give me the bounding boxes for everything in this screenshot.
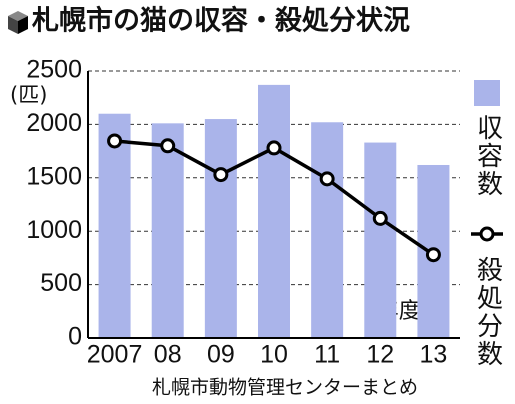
y-tick-label: 500 bbox=[40, 269, 82, 297]
bar bbox=[204, 119, 237, 338]
title-icon bbox=[8, 11, 28, 34]
x-tick-label: 12 bbox=[366, 341, 394, 369]
y-tick-label: 2000 bbox=[26, 109, 82, 137]
y-tick-label: 1500 bbox=[26, 162, 82, 190]
y-tick-label: 0 bbox=[68, 323, 82, 351]
bar bbox=[258, 84, 290, 338]
x-tick-label: 13 bbox=[420, 341, 448, 369]
chart-title: 札幌市の猫の収容・殺処分状況 bbox=[32, 5, 410, 37]
y-unit: (匹) bbox=[10, 83, 47, 107]
line-marker bbox=[107, 133, 123, 149]
legend-label: 収容数 bbox=[473, 114, 503, 198]
bar bbox=[311, 122, 344, 338]
legend-marker bbox=[479, 226, 495, 242]
line-marker bbox=[372, 210, 388, 226]
x-tick-label: 10 bbox=[260, 341, 288, 369]
x-tick-label: 11 bbox=[314, 341, 340, 369]
line-marker bbox=[213, 167, 229, 183]
bar bbox=[151, 123, 184, 338]
legend-label: 殺処分数 bbox=[473, 256, 503, 368]
line-marker bbox=[425, 247, 441, 263]
x-tick-label: 2007 bbox=[87, 341, 143, 369]
line-marker bbox=[319, 171, 335, 187]
bar bbox=[364, 142, 397, 338]
bar bbox=[98, 113, 131, 338]
source: 札幌市動物管理センターまとめ bbox=[152, 377, 418, 399]
line-marker bbox=[266, 140, 282, 156]
y-tick-label: 1000 bbox=[26, 216, 82, 244]
x-tick-label: 08 bbox=[154, 341, 182, 369]
line-marker bbox=[160, 138, 176, 154]
legend-swatch bbox=[474, 80, 500, 106]
y-tick-label: 2500 bbox=[26, 56, 82, 84]
x-tick-label: 09 bbox=[207, 341, 235, 369]
